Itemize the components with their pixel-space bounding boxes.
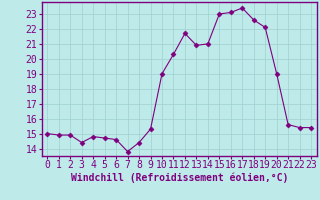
X-axis label: Windchill (Refroidissement éolien,°C): Windchill (Refroidissement éolien,°C)	[70, 173, 288, 183]
